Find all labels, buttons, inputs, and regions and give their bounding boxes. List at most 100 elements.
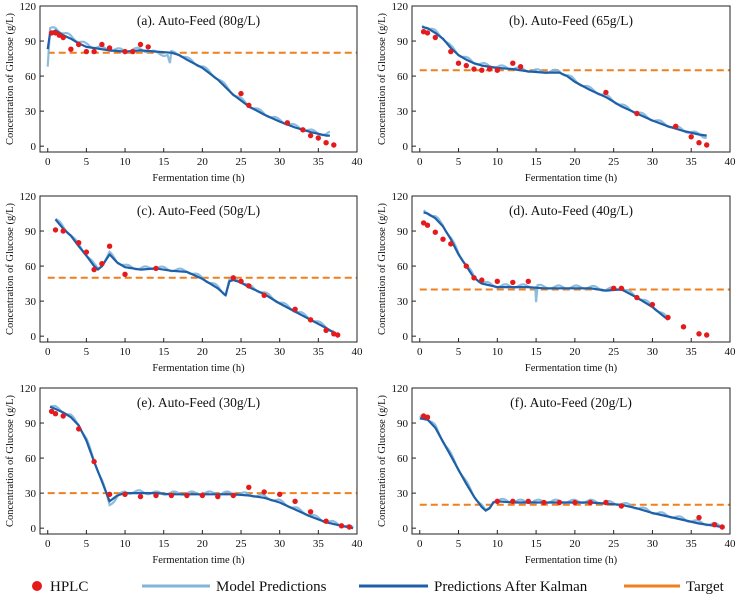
hplc-point xyxy=(323,327,329,333)
x-tick-label: 40 xyxy=(352,538,364,550)
hplc-point xyxy=(494,278,500,284)
hplc-point xyxy=(471,66,477,72)
kalman-series xyxy=(49,405,354,530)
hplc-point xyxy=(556,499,563,506)
x-tick-label: 40 xyxy=(725,538,737,550)
y-tick-label: 0 xyxy=(31,331,37,343)
hplc-point xyxy=(106,45,113,51)
x-tick-label: 0 xyxy=(45,346,51,358)
hplc-point xyxy=(315,135,321,141)
model-series xyxy=(422,209,669,319)
x-tick-label: 40 xyxy=(352,156,364,168)
y-tick-label: 30 xyxy=(397,296,409,308)
y-tick-label: 0 xyxy=(403,331,409,343)
y-tick-label: 30 xyxy=(25,296,37,308)
x-tick-label: 0 xyxy=(45,538,51,550)
hplc-point xyxy=(424,414,431,420)
y-tick-label: 0 xyxy=(31,141,37,153)
hplc-point xyxy=(246,283,252,289)
y-tick-label: 120 xyxy=(20,191,37,203)
x-tick-label: 5 xyxy=(84,538,90,550)
y-tick-label: 60 xyxy=(25,71,37,83)
hplc-point xyxy=(510,279,516,286)
hplc-point xyxy=(711,522,718,528)
hplc-point xyxy=(479,67,485,73)
panel-title: (e). Auto-Feed (30g/L) xyxy=(137,395,260,410)
x-tick-label: 25 xyxy=(608,538,620,550)
x-tick-label: 40 xyxy=(725,156,737,168)
hplc-point xyxy=(634,294,640,301)
model-series xyxy=(421,24,707,139)
x-tick-label: 20 xyxy=(197,346,209,358)
hplc-point xyxy=(420,220,427,226)
kalman-series xyxy=(419,417,723,529)
x-tick-label: 5 xyxy=(456,346,462,358)
x-tick-label: 15 xyxy=(531,156,543,168)
hplc-point xyxy=(145,44,151,50)
hplc-point xyxy=(673,123,679,129)
x-tick-label: 30 xyxy=(274,156,286,168)
hplc-point xyxy=(106,243,113,249)
panel-6: 0 5 10 15 20 25 30 35 40 0 30 60 90 120 (f). Auto-Feed… xyxy=(377,383,736,566)
hplc-point xyxy=(448,241,454,247)
panel-title: (f). Auto-Feed (20g/L) xyxy=(510,395,632,410)
x-tick-label: 30 xyxy=(647,156,659,168)
x-tick-label: 0 xyxy=(417,346,423,358)
hplc-point xyxy=(338,523,345,529)
plot-frame xyxy=(411,195,731,343)
hplc-point xyxy=(60,34,66,41)
hplc-point xyxy=(230,275,236,281)
x-tick-label: 25 xyxy=(236,538,248,550)
plot-frame xyxy=(39,387,358,535)
hplc-point xyxy=(60,413,66,419)
hplc-point xyxy=(199,492,206,499)
hplc-point xyxy=(48,30,55,36)
x-tick-label: 20 xyxy=(569,156,581,168)
x-tick-label: 35 xyxy=(686,538,698,550)
x-tick-label: 15 xyxy=(158,538,170,550)
hplc-point xyxy=(230,492,236,499)
legend-kalman-label: Predictions After Kalman xyxy=(434,579,588,595)
y-tick-label: 30 xyxy=(397,488,409,500)
x-tick-label: 0 xyxy=(45,156,51,168)
hplc-point xyxy=(603,89,609,96)
y-tick-label: 90 xyxy=(397,226,409,238)
y-tick-label: 90 xyxy=(25,36,37,48)
y-tick-label: 0 xyxy=(403,141,409,153)
hplc-point xyxy=(649,301,656,308)
hplc-point xyxy=(137,41,144,48)
hplc-point xyxy=(168,492,175,499)
y-tick-label: 0 xyxy=(31,523,37,535)
x-axis-label: Fermentation time (h) xyxy=(152,173,245,184)
y-axis-label: Concentration of Glucose (g/L) xyxy=(377,394,388,527)
hplc-point xyxy=(277,491,283,497)
hplc-point xyxy=(494,498,500,504)
hplc-point xyxy=(704,142,710,148)
x-tick-label: 25 xyxy=(608,346,620,358)
panel-2: 0 5 10 15 20 25 30 35 40 0 30 60 90 120 (b). Auto-Feed… xyxy=(377,1,736,184)
y-tick-label: 90 xyxy=(397,36,409,48)
hplc-point xyxy=(634,110,640,117)
hplc-point xyxy=(587,499,594,506)
y-tick-label: 120 xyxy=(392,383,409,395)
x-axis-label: Fermentation time (h) xyxy=(525,173,618,184)
x-tick-label: 20 xyxy=(569,346,581,358)
legend-hplc-label: HPLC xyxy=(50,579,88,595)
hplc-point xyxy=(688,134,694,140)
hplc-point xyxy=(611,285,617,291)
x-tick-label: 5 xyxy=(456,538,462,550)
y-tick-label: 90 xyxy=(25,418,37,430)
panel-title: (b). Auto-Feed (65g/L) xyxy=(509,13,633,28)
hplc-point xyxy=(696,140,702,146)
hplc-point xyxy=(440,236,446,242)
legend-hplc-marker xyxy=(32,581,42,591)
legend: HPLC Model Predictions Predictions After… xyxy=(32,579,725,595)
hplc-point xyxy=(525,498,531,504)
hplc-point xyxy=(424,222,431,228)
hplc-point xyxy=(184,492,190,499)
hplc-point xyxy=(153,492,159,499)
x-tick-label: 15 xyxy=(531,538,543,550)
x-tick-label: 25 xyxy=(236,156,248,168)
hplc-point xyxy=(479,277,485,283)
